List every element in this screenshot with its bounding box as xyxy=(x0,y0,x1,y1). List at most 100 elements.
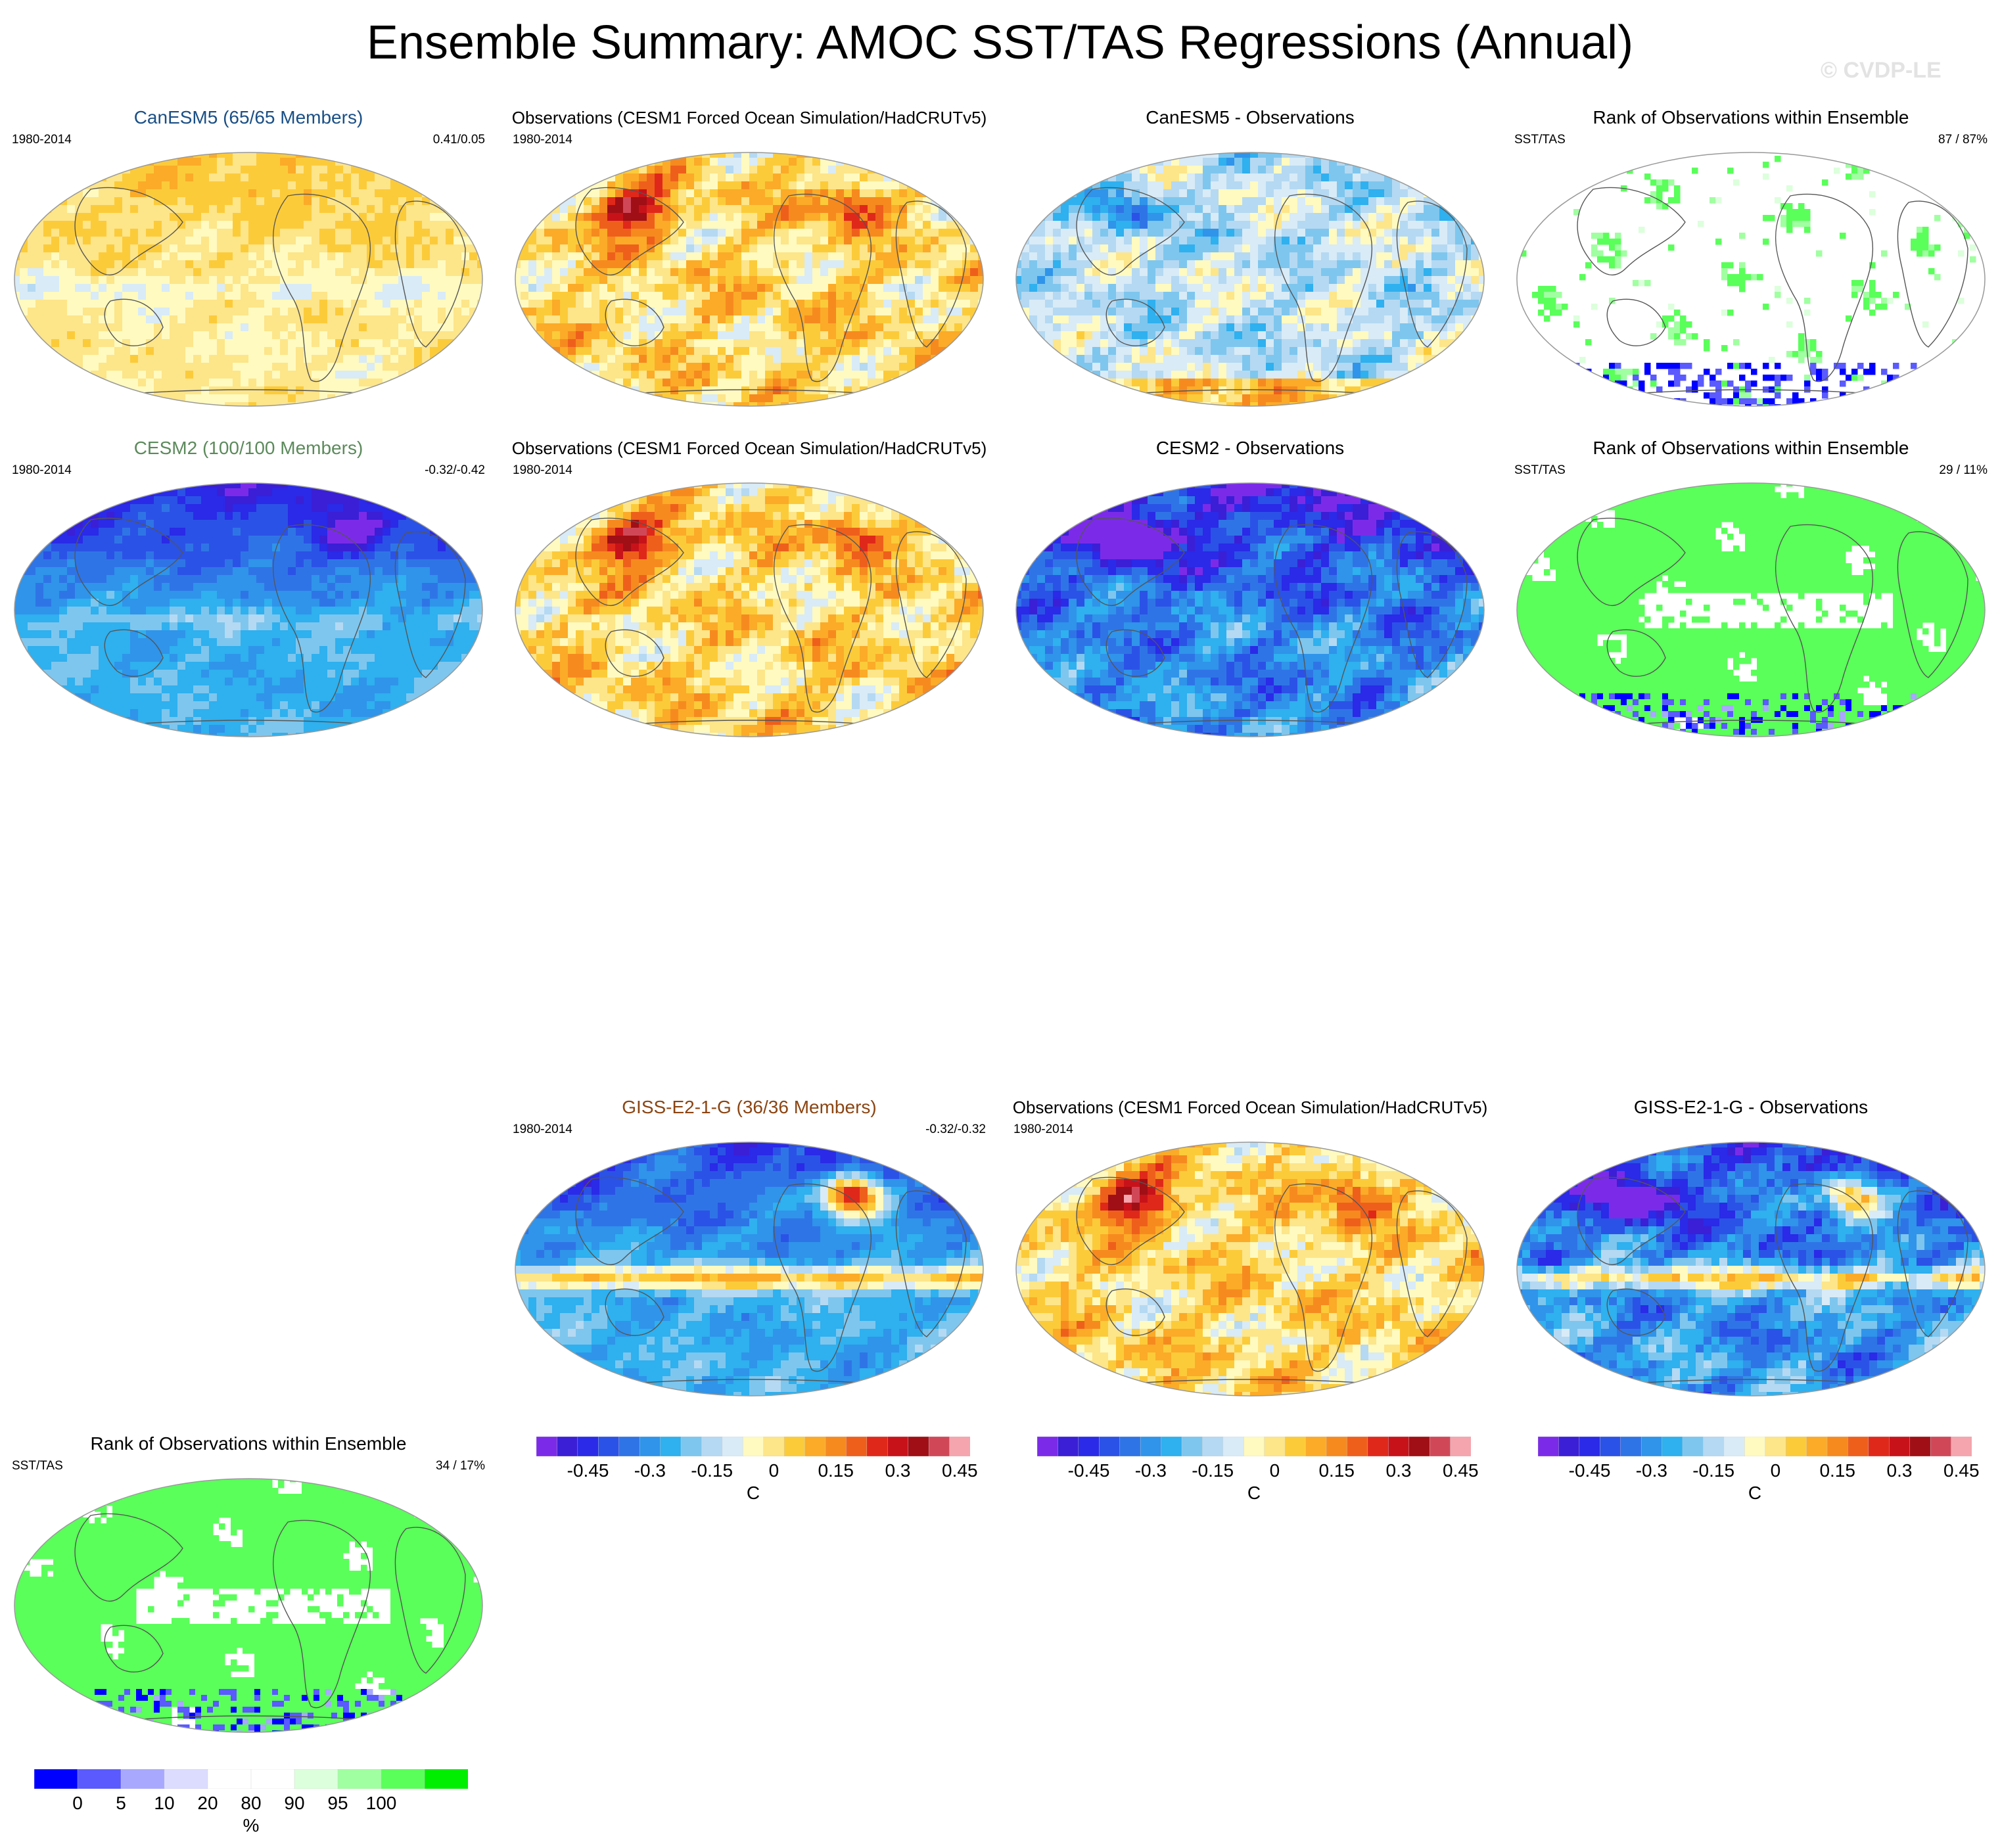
coastline xyxy=(1577,1176,1686,1265)
panel-right-note: 0.41/0.05 xyxy=(433,133,485,147)
colorbar-swatch xyxy=(1723,1437,1745,1456)
panel-canesm5-rank: Rank of Observations within Ensemble SST/… xyxy=(1514,106,1988,409)
colorbar-swatch xyxy=(1682,1437,1704,1456)
colorbar-swatch xyxy=(1600,1437,1621,1456)
colorbar-tick-label: -0.45 xyxy=(1068,1460,1110,1481)
colorbar-swatch xyxy=(164,1769,208,1789)
panel-title: Observations (CESM1 Forced Ocean Simulat… xyxy=(486,437,1012,459)
colorbar-swatch xyxy=(536,1437,557,1456)
colorbar-swatch xyxy=(866,1437,888,1456)
colorbar-swatch xyxy=(908,1437,929,1456)
panel-title: CESM2 - Observations xyxy=(1013,437,1487,459)
map-field xyxy=(14,1479,482,1732)
colorbar-tick-label: 0.3 xyxy=(1386,1460,1412,1481)
colorbar-swatch xyxy=(1620,1437,1642,1456)
colorbar-tick-label: 10 xyxy=(154,1793,174,1814)
coastline xyxy=(74,187,183,275)
panel-left-note: SST/TAS xyxy=(12,1459,63,1473)
panel-left-note: 1980-2014 xyxy=(1013,1122,1073,1137)
map-field xyxy=(1517,152,1985,406)
colorbar-swatch xyxy=(887,1437,909,1456)
coastline xyxy=(1105,298,1165,346)
coastline xyxy=(1775,1183,1874,1372)
colorbar-unit: C xyxy=(1748,1483,1761,1504)
watermark: © CVDP-LE xyxy=(1821,58,1942,83)
colorbar-swatch xyxy=(1785,1437,1807,1456)
map-field xyxy=(14,152,482,406)
colorbar-swatch xyxy=(77,1769,122,1789)
panel-right-note: 34 / 17% xyxy=(436,1459,485,1473)
colorbar-unit: % xyxy=(243,1815,260,1836)
colorbar-tick-label: 0.45 xyxy=(1443,1460,1479,1481)
panel-left-note: 1980-2014 xyxy=(12,133,72,147)
coastline xyxy=(74,517,183,606)
panel-cesm2-rank: Rank of Observations within Ensemble SST/… xyxy=(1514,437,1988,739)
map-border xyxy=(515,482,984,737)
colorbar-swatch xyxy=(618,1437,640,1456)
coastline xyxy=(1897,200,1968,348)
colorbar-swatch xyxy=(1244,1437,1265,1456)
colorbar-tick-label: 5 xyxy=(116,1793,126,1814)
coastline xyxy=(104,629,164,677)
colorbar-tick-label: 0 xyxy=(1270,1460,1280,1481)
coastline xyxy=(1274,1183,1373,1372)
coastline xyxy=(394,1527,466,1674)
colorbar-swatch xyxy=(1140,1437,1162,1456)
coastline xyxy=(773,193,872,382)
coastline xyxy=(1396,200,1468,348)
map-canesm5-rank xyxy=(1516,152,1986,407)
colorbar-swatch xyxy=(1868,1437,1890,1456)
map-field xyxy=(1517,1142,1985,1396)
map-border xyxy=(14,152,483,407)
colorbar-swatch xyxy=(1951,1437,1972,1456)
colorbar-tick-label: 90 xyxy=(284,1793,304,1814)
colorbar-swatch xyxy=(1429,1437,1451,1456)
panel-title: Rank of Observations within Ensemble xyxy=(1514,437,1988,459)
colorbar-swatch xyxy=(1806,1437,1828,1456)
colorbar-tick-label: 0.3 xyxy=(885,1460,911,1481)
colorbar-swatch xyxy=(1181,1437,1203,1456)
map-cesm2-rank xyxy=(1516,482,1986,737)
map-obs1 xyxy=(515,152,984,407)
page-title: Ensemble Summary: AMOC SST/TAS Regressio… xyxy=(0,14,2000,71)
colorbar-swatch xyxy=(1558,1437,1580,1456)
colorbar-swatch xyxy=(660,1437,682,1456)
map-obs3 xyxy=(1015,1142,1485,1397)
map-border xyxy=(1516,482,1986,737)
map-field xyxy=(515,152,983,406)
colorbar-tick-label: 100 xyxy=(366,1793,397,1814)
colorbar-swatch xyxy=(701,1437,723,1456)
colorbar-swatch xyxy=(1909,1437,1931,1456)
map-field xyxy=(14,483,482,737)
panel-giss-rank: Rank of Observations within Ensemble SST/… xyxy=(12,1433,485,1735)
coastline xyxy=(1606,1288,1666,1336)
colorbar-swatch xyxy=(1099,1437,1121,1456)
colorbar-swatch xyxy=(1450,1437,1471,1456)
map-border xyxy=(1015,152,1485,407)
colorbar-swatch xyxy=(1222,1437,1244,1456)
colorbar-tick-label: 20 xyxy=(197,1793,218,1814)
coastline xyxy=(1897,1190,1968,1337)
colorbar-swatch xyxy=(294,1769,338,1789)
map-border xyxy=(1516,1142,1986,1397)
colorbar-unit: C xyxy=(747,1483,760,1504)
coastline xyxy=(272,193,371,382)
coastline xyxy=(605,298,664,346)
colorbar-swatch xyxy=(120,1769,165,1789)
colorbar-swatch xyxy=(928,1437,950,1456)
coastline xyxy=(1076,517,1185,606)
map-field xyxy=(1517,483,1985,737)
map-cesm2-diff xyxy=(1015,482,1485,737)
colorbar-swatch xyxy=(783,1437,806,1456)
colorbar-tick-label: 0.15 xyxy=(818,1460,854,1481)
colorbar-swatch xyxy=(1703,1437,1725,1456)
coastline xyxy=(895,1190,967,1337)
map-border xyxy=(1516,152,1986,407)
map-cesm2 xyxy=(14,482,483,737)
colorbar-swatch xyxy=(1408,1437,1430,1456)
coastline xyxy=(1775,193,1874,382)
colorbar-tick-label: 0.3 xyxy=(1887,1460,1913,1481)
coastline xyxy=(1076,1176,1185,1265)
colorbar-swatch xyxy=(424,1769,468,1789)
colorbar-tick-label: -0.3 xyxy=(1636,1460,1667,1481)
